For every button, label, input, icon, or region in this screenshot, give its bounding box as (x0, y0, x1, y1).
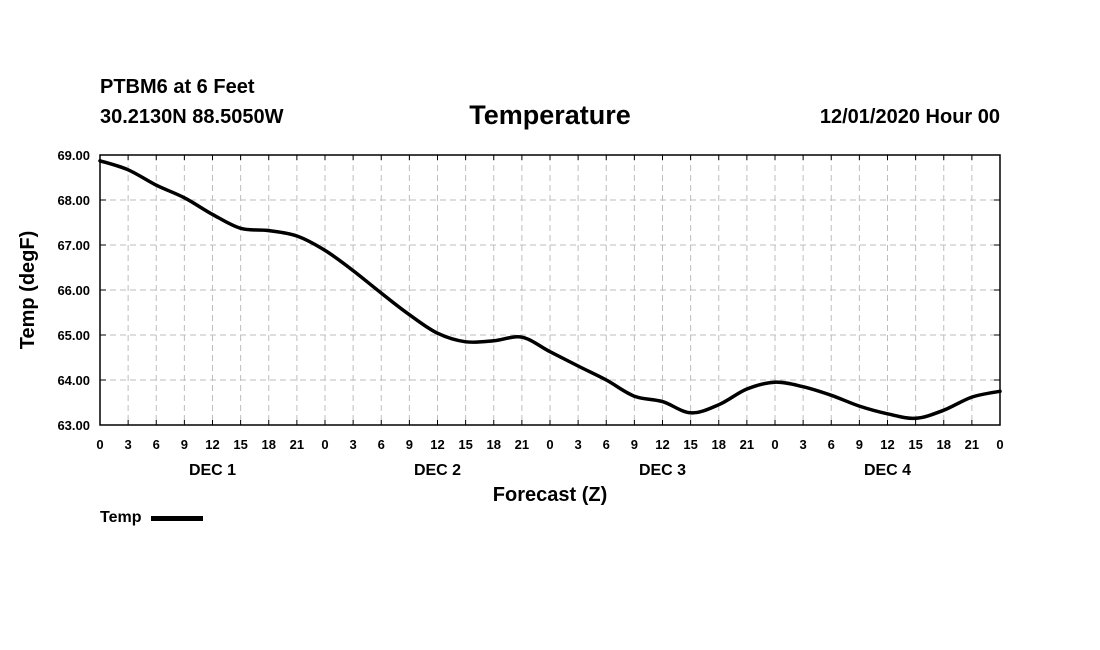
y-tick-label: 63.00 (57, 418, 90, 433)
x-tick-label: 6 (828, 437, 835, 452)
day-label: DEC 4 (864, 462, 911, 479)
station-label: PTBM6 at 6 Feet (100, 76, 255, 98)
x-tick-label: 0 (321, 437, 328, 452)
x-tick-label: 18 (262, 437, 276, 452)
x-tick-label: 3 (350, 437, 357, 452)
x-tick-label: 15 (908, 437, 922, 452)
x-tick-label: 21 (515, 437, 529, 452)
coordinates-label: 30.2130N 88.5050W (100, 106, 284, 128)
day-label: DEC 3 (639, 462, 686, 479)
legend-label-temp: Temp (100, 509, 142, 526)
x-tick-label: 21 (290, 437, 304, 452)
y-axis-tick-labels: 63.00 64.00 65.00 66.00 67.00 68.00 69.00 (57, 148, 90, 433)
x-tick-label: 9 (856, 437, 863, 452)
x-tick-label: 9 (181, 437, 188, 452)
x-tick-label: 9 (631, 437, 638, 452)
day-label: DEC 1 (189, 462, 236, 479)
y-tick-label: 66.00 (57, 283, 90, 298)
x-axis-title: Forecast (Z) (493, 484, 607, 506)
legend-swatch-temp (151, 515, 204, 521)
x-tick-label: 0 (96, 437, 103, 452)
y-tick-label: 69.00 (57, 148, 90, 163)
x-tick-label: 0 (546, 437, 553, 452)
x-tick-label: 15 (683, 437, 697, 452)
y-tick-label: 65.00 (57, 328, 90, 343)
x-tick-label: 18 (487, 437, 501, 452)
x-tick-label: 12 (430, 437, 444, 452)
day-labels: DEC 1 DEC 2 DEC 3 DEC 4 (189, 462, 911, 479)
y-tick-label: 68.00 (57, 193, 90, 208)
x-tick-label: 15 (458, 437, 472, 452)
x-tick-label: 3 (125, 437, 132, 452)
x-axis-tick-labels: 0 3 6 9 12 15 18 21 0 3 6 9 12 15 18 21 0 3 6 9 12 15 18 21 0 3 6 9… (96, 437, 1003, 452)
grid-lines (100, 155, 1000, 425)
x-tick-label: 21 (740, 437, 754, 452)
y-tick-label: 67.00 (57, 238, 90, 253)
x-tick-label: 6 (153, 437, 160, 452)
x-tick-label: 0 (771, 437, 778, 452)
x-tick-label: 15 (233, 437, 247, 452)
legend: Temp (100, 509, 204, 527)
x-tick-label: 12 (655, 437, 669, 452)
x-tick-label: 9 (406, 437, 413, 452)
y-tick-label: 64.00 (57, 373, 90, 388)
series-line-temp (98, 159, 1002, 421)
x-tick-label: 6 (378, 437, 385, 452)
x-tick-label: 0 (996, 437, 1003, 452)
x-tick-label: 21 (965, 437, 979, 452)
x-tick-label: 12 (205, 437, 219, 452)
x-tick-label: 18 (712, 437, 726, 452)
y-axis-title: Temp (degF) (17, 231, 39, 350)
x-tick-label: 12 (880, 437, 894, 452)
axis-ticks (99, 154, 1001, 426)
x-tick-label: 3 (575, 437, 582, 452)
x-tick-label: 3 (800, 437, 807, 452)
x-tick-label: 6 (603, 437, 610, 452)
x-tick-label: 18 (937, 437, 951, 452)
chart-title: Temperature (469, 100, 631, 130)
day-label: DEC 2 (414, 462, 461, 479)
forecast-datetime: 12/01/2020 Hour 00 (819, 106, 1000, 128)
